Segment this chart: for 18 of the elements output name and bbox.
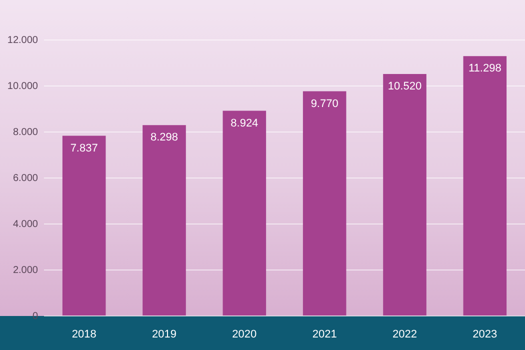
data-label: 8.298 xyxy=(150,132,178,144)
data-label: 8.924 xyxy=(230,117,258,130)
x-tick-label: 2019 xyxy=(152,328,176,341)
data-label: 7.837 xyxy=(70,142,98,154)
x-tick-label: 2022 xyxy=(392,328,417,341)
y-tick-label: 10.000 xyxy=(7,80,38,92)
y-tick-label: 8.000 xyxy=(12,126,38,138)
data-label: 11.298 xyxy=(468,62,502,75)
y-tick-label: 4.000 xyxy=(12,218,38,230)
y-tick-label: 12.000 xyxy=(7,34,38,46)
data-label: 9.770 xyxy=(310,98,338,110)
x-tick-label: 2020 xyxy=(232,328,257,341)
x-tick-label: 2021 xyxy=(312,328,337,341)
y-tick-label: 6.000 xyxy=(12,172,38,184)
y-tick-label: 2.000 xyxy=(12,264,38,276)
x-tick-label: 2023 xyxy=(472,328,498,341)
x-tick-label: 2018 xyxy=(72,328,96,341)
data-label: 10.520 xyxy=(388,80,422,93)
